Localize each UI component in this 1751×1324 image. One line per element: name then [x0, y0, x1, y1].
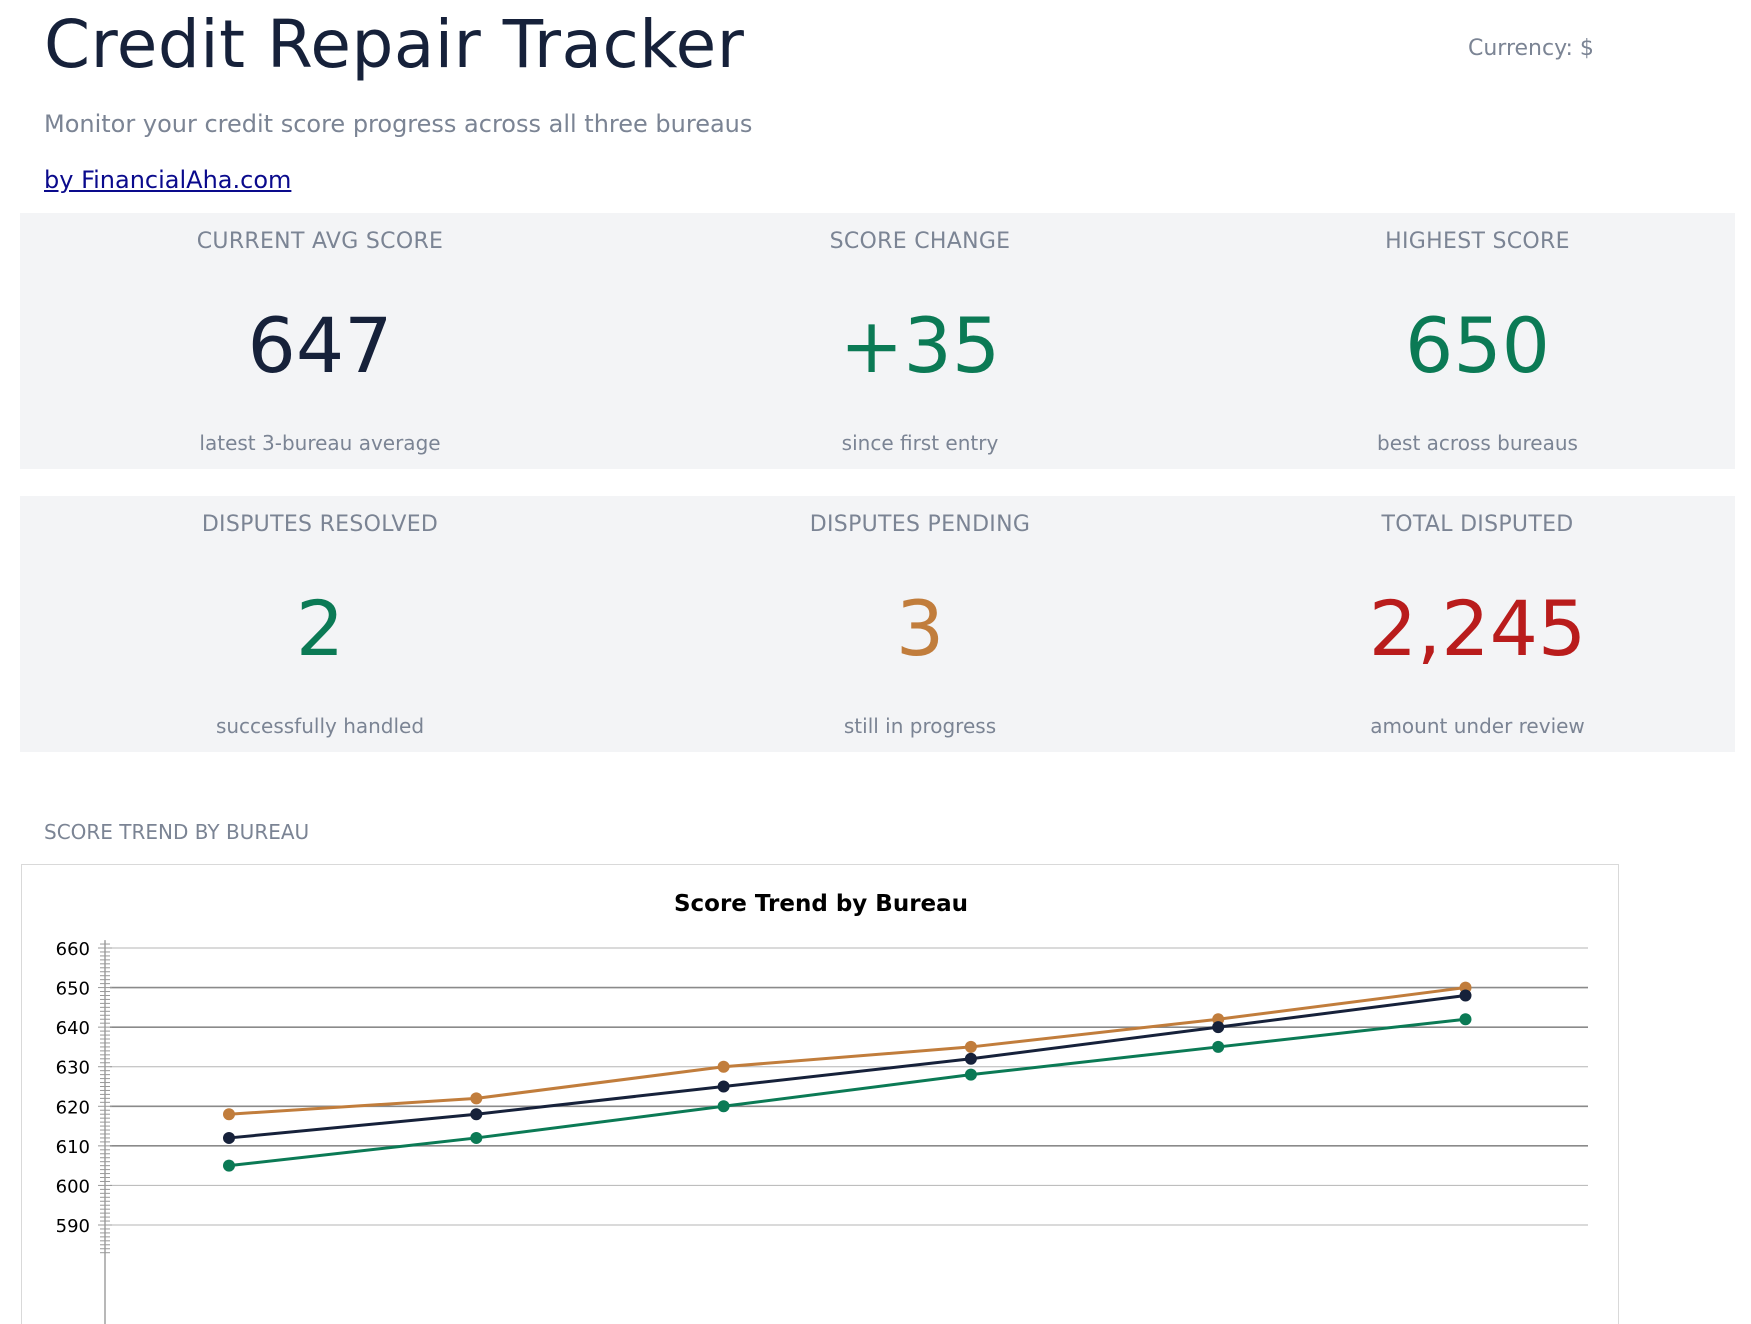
highest-score-card: HIGHEST SCORE 650 best across bureaus [1220, 213, 1735, 469]
y-tick-label: 610 [56, 1137, 90, 1158]
score-summary-panel: CURRENT AVG SCORE 647 latest 3-bureau av… [20, 213, 1735, 469]
data-point [223, 1131, 235, 1144]
card-note: still in progress [843, 714, 997, 738]
data-point [470, 1131, 483, 1144]
card-label: DISPUTES PENDING [809, 512, 1031, 537]
data-point [470, 1108, 483, 1121]
byline-link[interactable]: by FinancialAha.com [44, 166, 292, 194]
card-label: TOTAL DISPUTED [1381, 512, 1574, 537]
disputes-summary-panel: DISPUTES RESOLVED 2 successfully handled… [20, 496, 1735, 752]
y-tick-label: 660 [56, 939, 90, 960]
disputes-pending-card: DISPUTES PENDING 3 still in progress [620, 496, 1220, 752]
data-point [964, 1052, 977, 1065]
data-point [717, 1100, 730, 1113]
card-label: DISPUTES RESOLVED [201, 512, 439, 537]
series-line [228, 1017, 1466, 1168]
y-tick-label: 620 [56, 1097, 90, 1118]
currency-indicator: Currency: $ [1468, 36, 1594, 61]
card-note: since first entry [841, 431, 999, 455]
score-trend-chart: Score Trend by Bureau 590 600 610 620 630 640… [21, 864, 1619, 1324]
series-line [228, 986, 1466, 1116]
data-point [1212, 1021, 1225, 1034]
data-point [1212, 1040, 1225, 1053]
data-point [717, 1080, 730, 1093]
y-tick-label: 600 [56, 1176, 90, 1197]
data-point [470, 1092, 483, 1105]
card-value: 2,245 [1368, 584, 1587, 673]
data-point [964, 1040, 977, 1053]
data-point [717, 1060, 730, 1073]
data-point [223, 1159, 235, 1172]
y-tick-label: 650 [56, 979, 90, 1000]
series-line [228, 993, 1466, 1140]
data-point [964, 1068, 977, 1081]
total-disputed-card: TOTAL DISPUTED 2,245 amount under review [1220, 496, 1735, 752]
page-subtitle: Monitor your credit score progress acros… [44, 110, 753, 138]
card-note: latest 3-bureau average [199, 431, 441, 455]
current-avg-score-card: CURRENT AVG SCORE 647 latest 3-bureau av… [20, 213, 620, 469]
y-tick-label: 630 [56, 1058, 90, 1079]
chart-title: Score Trend by Bureau [674, 891, 968, 917]
card-value: 2 [295, 584, 345, 673]
y-tick-label: 640 [56, 1018, 90, 1039]
card-value: 650 [1404, 301, 1551, 390]
card-note: successfully handled [215, 714, 425, 738]
data-point [223, 1108, 235, 1121]
disputes-resolved-card: DISPUTES RESOLVED 2 successfully handled [20, 496, 620, 752]
card-value: 3 [895, 584, 945, 673]
card-label: CURRENT AVG SCORE [196, 229, 444, 254]
page-title: Credit Repair Tracker [44, 6, 745, 83]
card-note: best across bureaus [1377, 431, 1578, 455]
data-point [1459, 989, 1472, 1002]
card-value: 647 [247, 301, 393, 390]
card-value: +35 [839, 301, 1001, 390]
y-tick-label: 590 [56, 1216, 90, 1237]
card-note: amount under review [1370, 714, 1585, 738]
data-point [1459, 1013, 1472, 1026]
card-label: SCORE CHANGE [829, 229, 1011, 254]
score-change-card: SCORE CHANGE +35 since first entry [620, 213, 1220, 469]
score-trend-chart-svg: Score Trend by Bureau 590 600 610 620 630 640… [56, 891, 1588, 1324]
chart-section-label: SCORE TREND BY BUREAU [44, 820, 310, 844]
card-label: HIGHEST SCORE [1385, 229, 1570, 254]
